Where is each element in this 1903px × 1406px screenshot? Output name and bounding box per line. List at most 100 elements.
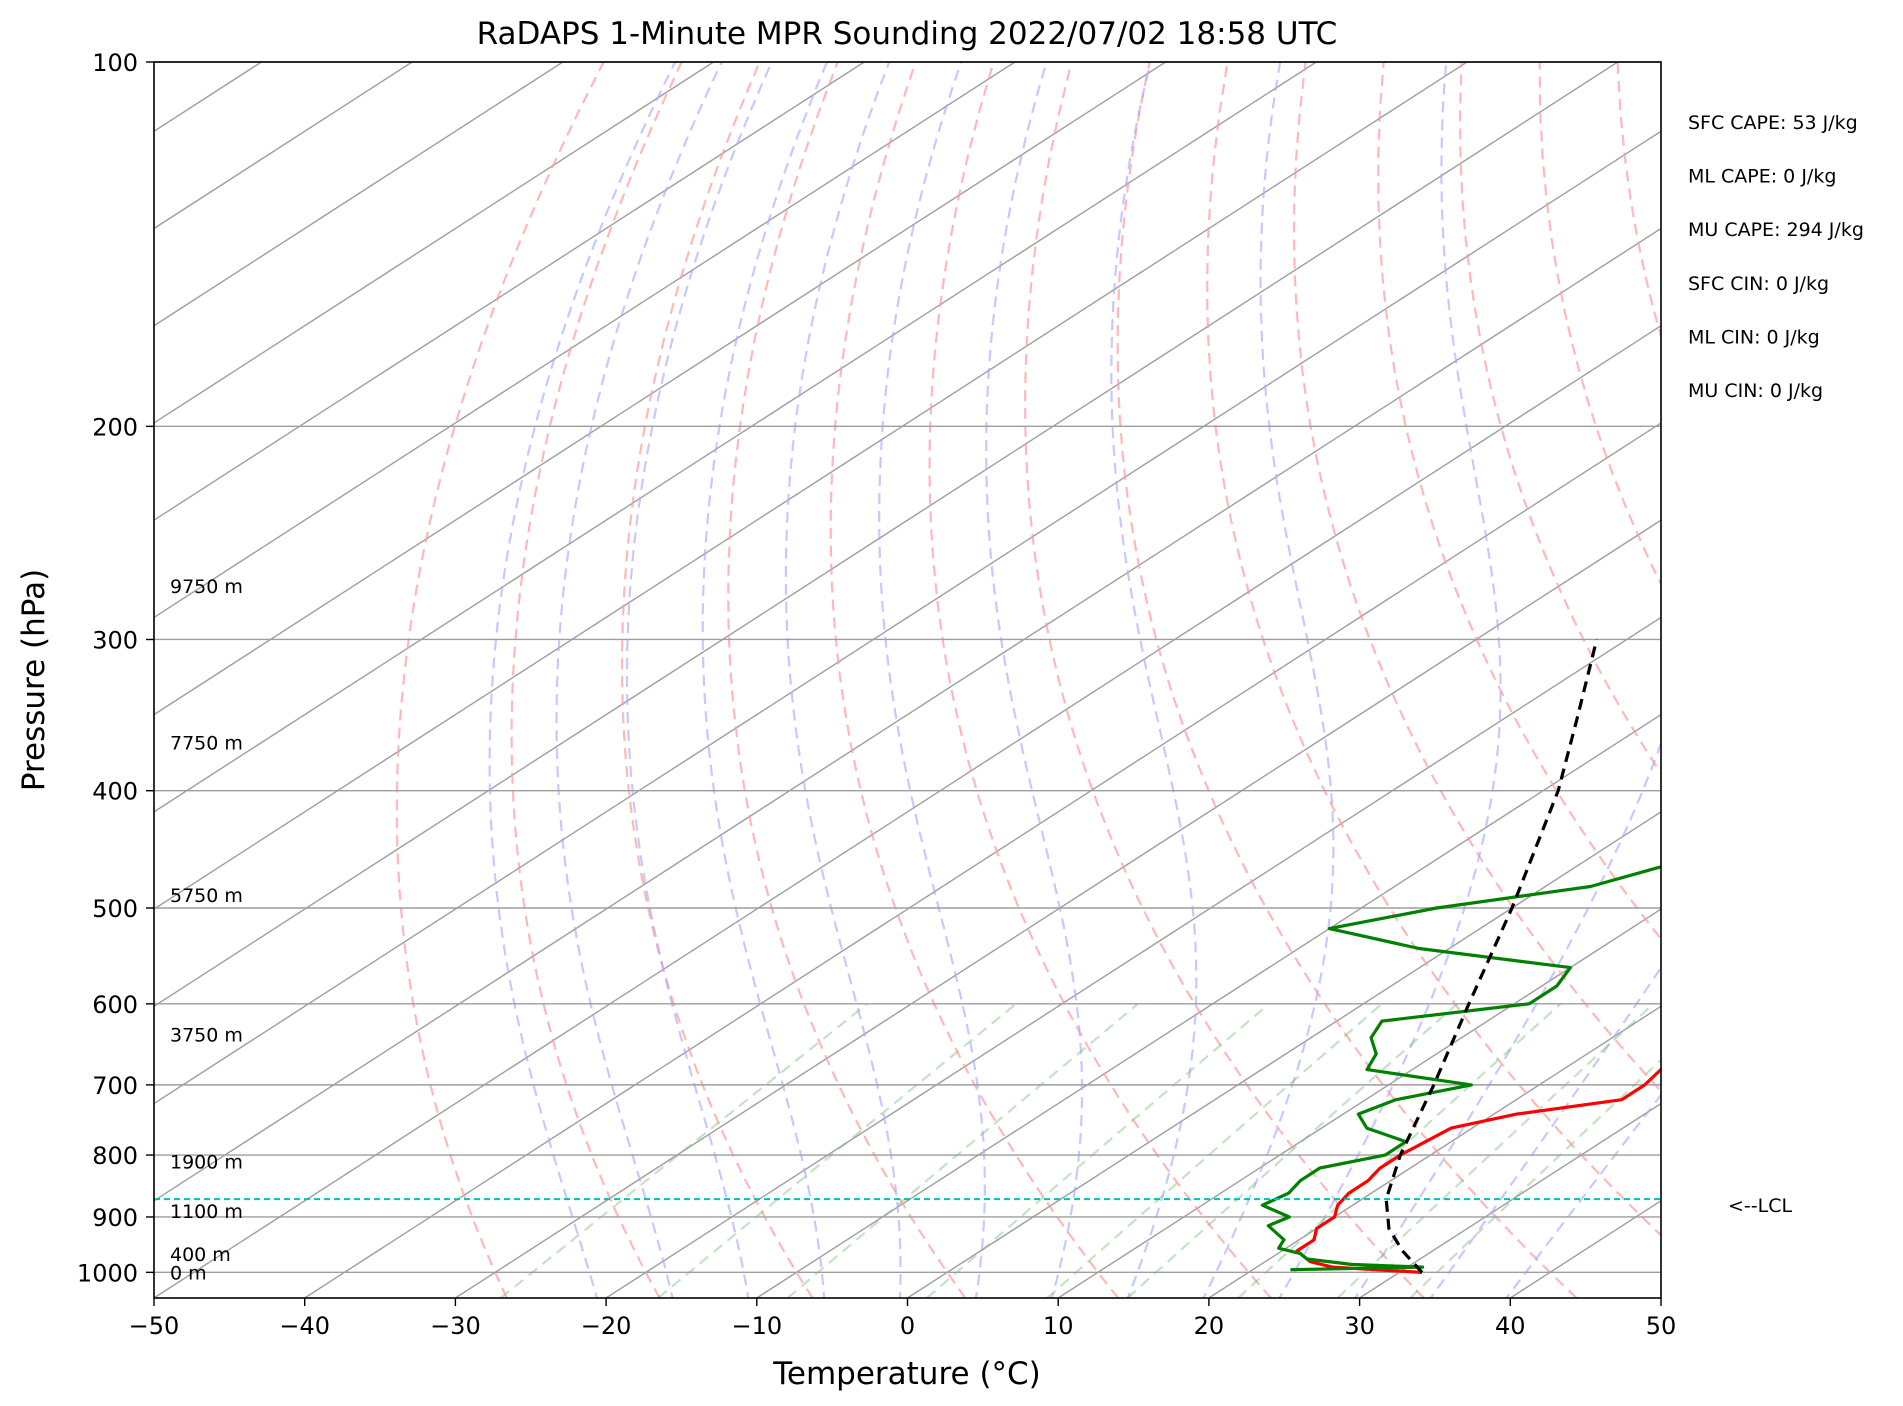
dry-adiabat-line [1377, 62, 1661, 941]
isotherm-line [154, 62, 1619, 1008]
mixing-ratio-line [786, 1002, 1139, 1298]
moist-adiabat-line [1202, 62, 1335, 1298]
height-labels: 9750 m 7750 m 5750 m 3750 m 1900 m 1100 m 400 … [170, 576, 243, 1284]
y-tick-label: 600 [92, 991, 138, 1019]
isotherm-line [455, 519, 1661, 1298]
stability-index-label: SFC CIN: 0 J/kg [1688, 273, 1829, 295]
isotherm-line [154, 130, 1661, 1105]
mixing-ratio-line [1336, 1002, 1655, 1298]
isotherm-line [605, 616, 1661, 1298]
isotherm-line [154, 62, 714, 424]
stability-indices: SFC CAPE: 53 J/kg ML CAPE: 0 J/kg MU CAPE:… [1688, 112, 1864, 402]
moist-adiabat-line [488, 62, 677, 1298]
isotherm-line [154, 62, 1317, 813]
moist-adiabat-line [878, 62, 986, 1298]
x-axis-label: Temperature (°C) [772, 1356, 1041, 1392]
y-tick-label: 900 [92, 1204, 138, 1232]
x-tick-label: −10 [731, 1312, 782, 1340]
stability-index-label: ML CAPE: 0 J/kg [1688, 166, 1836, 188]
dry-adiabat-line [620, 62, 814, 1298]
chart-title: RaDAPS 1-Minute MPR Sounding 2022/07/02 … [477, 16, 1338, 52]
isotherm-line [154, 62, 564, 327]
y-tick-label: 1000 [77, 1259, 138, 1287]
height-label: 0 m [170, 1262, 207, 1284]
x-axis: −50 −40 −30 −20 −10 0 10 20 30 40 50 [129, 1298, 1677, 1340]
height-label: 1900 m [170, 1152, 243, 1174]
y-tick-label: 700 [92, 1072, 138, 1100]
mixing-ratio-line [499, 1002, 868, 1298]
isotherm-line [1208, 1005, 1661, 1298]
dry-adiabat-line [829, 62, 1120, 1298]
x-tick-label: −30 [430, 1312, 481, 1340]
dry-adiabat-line [1852, 62, 1903, 1298]
moist-adiabat-line [1429, 965, 1661, 1298]
dry-adiabat-line [1774, 62, 1903, 1298]
isotherm-line [756, 713, 1661, 1298]
dewpoint-trace [1260, 865, 1661, 1272]
y-tick-label: 800 [92, 1142, 138, 1170]
x-tick-label: 30 [1344, 1312, 1375, 1340]
x-tick-label: −40 [279, 1312, 330, 1340]
mixing-ratio-line [1126, 1002, 1458, 1298]
dry-adiabat-line [1206, 62, 1661, 1237]
y-tick-label: 400 [92, 778, 138, 806]
y-tick-label: 200 [92, 413, 138, 441]
isotherm-line [154, 62, 413, 230]
mixing-ratio-line [657, 1002, 1017, 1298]
moist-adiabat-line [1110, 62, 1198, 1298]
y-tick-label: 500 [92, 895, 138, 923]
dry-adiabat-line [1696, 62, 1903, 1298]
dry-adiabat-line [1292, 62, 1661, 1093]
isotherm-line [1057, 908, 1661, 1298]
mixing-ratio-line [1046, 1002, 1383, 1298]
x-tick-label: −50 [129, 1312, 180, 1340]
stability-index-label: ML CIN: 0 J/kg [1688, 326, 1820, 348]
height-label: 1100 m [170, 1201, 243, 1223]
x-tick-label: 20 [1194, 1312, 1225, 1340]
lcl-label: <--LCL [1728, 1195, 1792, 1217]
dry-adiabat-line [1538, 62, 1661, 587]
moist-adiabat-line [701, 62, 829, 1298]
background-lines [154, 62, 1903, 1298]
isotherm-line [304, 422, 1661, 1298]
y-tick-label: 300 [92, 626, 138, 654]
temperature-trace [1295, 1067, 1661, 1274]
x-tick-label: 10 [1043, 1312, 1074, 1340]
y-axis: 100 200 300 400 500 600 700 800 900 1000 [77, 49, 154, 1287]
dry-adiabat-line [395, 62, 605, 1298]
stability-index-label: MU CAPE: 294 J/kg [1688, 219, 1864, 241]
moist-adiabat-line [625, 62, 773, 1298]
isotherm-line [154, 62, 1016, 619]
height-label: 3750 m [170, 1024, 243, 1046]
dry-adiabat-line [1023, 62, 1425, 1298]
isotherm-line [1660, 1297, 1661, 1298]
height-label: 9750 m [170, 576, 243, 598]
sounding-traces [1260, 639, 1661, 1274]
dry-adiabat-line [510, 62, 683, 1298]
dry-adiabat-line [727, 62, 967, 1298]
x-tick-label: 0 [900, 1312, 915, 1340]
mixing-ratio-line [926, 1002, 1270, 1298]
parcel-trace [1384, 639, 1599, 1274]
moist-adiabat-line [555, 62, 723, 1298]
x-tick-label: −20 [581, 1312, 632, 1340]
moist-adiabat-line [1505, 1093, 1661, 1298]
isotherm-line [154, 62, 1166, 716]
moist-adiabat-line [1353, 740, 1661, 1298]
height-label: 400 m [170, 1244, 231, 1266]
plot-frame [153, 61, 1662, 1299]
stability-index-label: MU CIN: 0 J/kg [1688, 380, 1823, 402]
isotherm-line [907, 811, 1661, 1298]
isotherm-line [154, 62, 1468, 910]
height-label: 7750 m [170, 733, 243, 755]
isotherm-line [1812, 62, 1903, 1298]
isotherm-line [154, 324, 1661, 1298]
y-tick-label: 100 [92, 49, 138, 77]
x-tick-label: 50 [1646, 1312, 1677, 1340]
height-label: 5750 m [170, 885, 243, 907]
isotherm-line [154, 227, 1661, 1202]
x-tick-label: 40 [1495, 1312, 1526, 1340]
isotherm-line [1509, 1199, 1661, 1298]
moist-adiabat-line [784, 62, 902, 1298]
